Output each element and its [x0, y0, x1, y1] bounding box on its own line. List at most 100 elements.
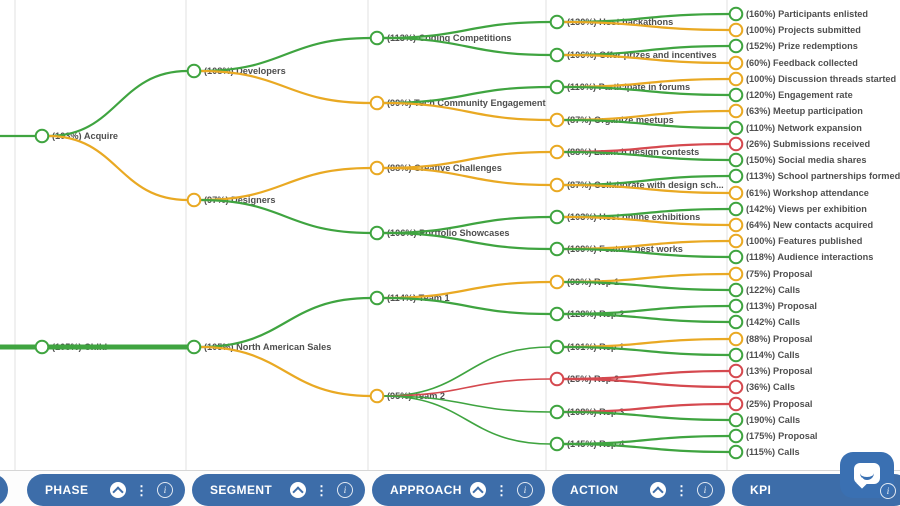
- tree-node-label: (88%) Proposal: [746, 334, 812, 344]
- tree-edge: [563, 247, 730, 259]
- tree-node-label: (114%) Calls: [746, 350, 800, 360]
- kebab-menu-icon[interactable]: ⋮: [495, 482, 508, 498]
- column-header-actions: ⋮ i: [110, 482, 173, 498]
- tree-node-label: (106%) Portfolio Showcases: [387, 228, 510, 238]
- tree-node-label: (97%) Designers: [204, 195, 276, 205]
- info-icon[interactable]: i: [697, 482, 713, 498]
- tree-node-k25[interactable]: [728, 396, 744, 412]
- column-header-actions: ⋮ i: [290, 482, 353, 498]
- kebab-menu-icon[interactable]: ⋮: [135, 482, 148, 498]
- tree-node-k24[interactable]: [728, 379, 744, 395]
- chat-smile-icon: [860, 472, 874, 480]
- tree-node-forums[interactable]: [549, 79, 565, 95]
- tree-node-k2[interactable]: [728, 22, 744, 38]
- tree-node-label: (75%) Proposal: [746, 269, 812, 279]
- tree-node-team2[interactable]: [369, 388, 385, 404]
- tree-edge: [563, 118, 730, 130]
- tree-node-team1[interactable]: [369, 290, 385, 306]
- tree-node-k28[interactable]: [728, 444, 744, 460]
- tree-node-creative[interactable]: [369, 160, 385, 176]
- info-icon[interactable]: i: [157, 482, 173, 498]
- tree-node-bestworks[interactable]: [549, 241, 565, 257]
- tree-node-label: (100%) Features published: [746, 236, 862, 246]
- collapse-chevron-icon[interactable]: [290, 482, 306, 498]
- info-icon[interactable]: i: [880, 483, 896, 499]
- tree-node-label: (103%) Host online exhibitions: [567, 212, 700, 222]
- tree-node-hackathons[interactable]: [549, 14, 565, 30]
- collapse-chevron-icon[interactable]: [650, 482, 666, 498]
- tree-node-t2r1[interactable]: [549, 339, 565, 355]
- tree-edge: [383, 378, 551, 397]
- tree-node-k15[interactable]: [728, 233, 744, 249]
- tree-node-k7[interactable]: [728, 103, 744, 119]
- tree-node-k5[interactable]: [728, 71, 744, 87]
- info-icon[interactable]: i: [337, 482, 353, 498]
- tree-edge: [48, 69, 188, 138]
- tree-node-t2r2[interactable]: [549, 371, 565, 387]
- tree-node-designers[interactable]: [186, 192, 202, 208]
- column-header-approach[interactable]: APPROACH ⋮ i: [372, 474, 545, 506]
- tree-node-k3[interactable]: [728, 38, 744, 54]
- tree-node-k12[interactable]: [728, 185, 744, 201]
- column-header-phase[interactable]: PHASE ⋮ i: [27, 474, 185, 506]
- tree-node-k8[interactable]: [728, 120, 744, 136]
- tree-edge: [563, 215, 730, 227]
- tree-node-coding[interactable]: [369, 30, 385, 46]
- tree-node-contests[interactable]: [549, 144, 565, 160]
- tree-node-t2r3[interactable]: [549, 404, 565, 420]
- tree-node-prizes[interactable]: [549, 47, 565, 63]
- tree-node-t2r4[interactable]: [549, 436, 565, 452]
- tree-node-k23[interactable]: [728, 363, 744, 379]
- tree-node-k6[interactable]: [728, 87, 744, 103]
- tree-node-k11[interactable]: [728, 168, 744, 184]
- tree-node-acquire[interactable]: [34, 128, 50, 144]
- tree-edge: [563, 150, 730, 162]
- tree-edge: [48, 134, 188, 202]
- tree-node-portfolio[interactable]: [369, 225, 385, 241]
- tree-node-label: (113%) Coding Competitions: [387, 33, 512, 43]
- tree-node-label: (100%) Discussion threads started: [746, 74, 896, 84]
- tree-node-k13[interactable]: [728, 201, 744, 217]
- tree-node-t1r1[interactable]: [549, 274, 565, 290]
- tree-node-k14[interactable]: [728, 217, 744, 233]
- tree-node-meetups[interactable]: [549, 112, 565, 128]
- collapse-chevron-icon[interactable]: [110, 482, 126, 498]
- column-header-partial[interactable]: [0, 474, 8, 506]
- kebab-menu-icon[interactable]: ⋮: [315, 482, 328, 498]
- tree-edge: [383, 231, 551, 251]
- tree-node-k26[interactable]: [728, 412, 744, 428]
- tree-node-label: (99%) Tech Community Engagement: [387, 98, 546, 108]
- tree-node-k27[interactable]: [728, 428, 744, 444]
- tree-node-t1r2[interactable]: [549, 306, 565, 322]
- collapse-chevron-icon[interactable]: [470, 482, 486, 498]
- tree-node-child[interactable]: [34, 339, 50, 355]
- tree-node-k1[interactable]: [728, 6, 744, 22]
- tree-node-k9[interactable]: [728, 136, 744, 152]
- column-header-action[interactable]: ACTION ⋮ i: [552, 474, 725, 506]
- tree-node-collab[interactable]: [549, 177, 565, 193]
- tree-node-k17[interactable]: [728, 266, 744, 282]
- kebab-menu-icon[interactable]: ⋮: [675, 482, 688, 498]
- column-header-segment[interactable]: SEGMENT ⋮ i: [192, 474, 365, 506]
- tree-edge: [383, 346, 551, 397]
- tree-node-tech[interactable]: [369, 95, 385, 111]
- tree-node-k16[interactable]: [728, 249, 744, 265]
- tree-node-label: (120%) Engagement rate: [746, 90, 853, 100]
- tree-node-exhibitions[interactable]: [549, 209, 565, 225]
- tree-edge: [563, 410, 730, 422]
- tree-node-label: (63%) Meetup participation: [746, 106, 863, 116]
- tree-node-label: (110%) Network expansion: [746, 123, 862, 133]
- tree-node-k20[interactable]: [728, 314, 744, 330]
- tree-node-k10[interactable]: [728, 152, 744, 168]
- tree-node-developers[interactable]: [186, 63, 202, 79]
- tree-node-nas[interactable]: [186, 339, 202, 355]
- tree-edge: [563, 20, 730, 32]
- info-icon[interactable]: i: [517, 482, 533, 498]
- tree-node-k21[interactable]: [728, 331, 744, 347]
- tree-node-k19[interactable]: [728, 298, 744, 314]
- column-header-label: PHASE: [45, 483, 89, 497]
- tree-node-k4[interactable]: [728, 55, 744, 71]
- tree-node-k18[interactable]: [728, 282, 744, 298]
- tree-node-k22[interactable]: [728, 347, 744, 363]
